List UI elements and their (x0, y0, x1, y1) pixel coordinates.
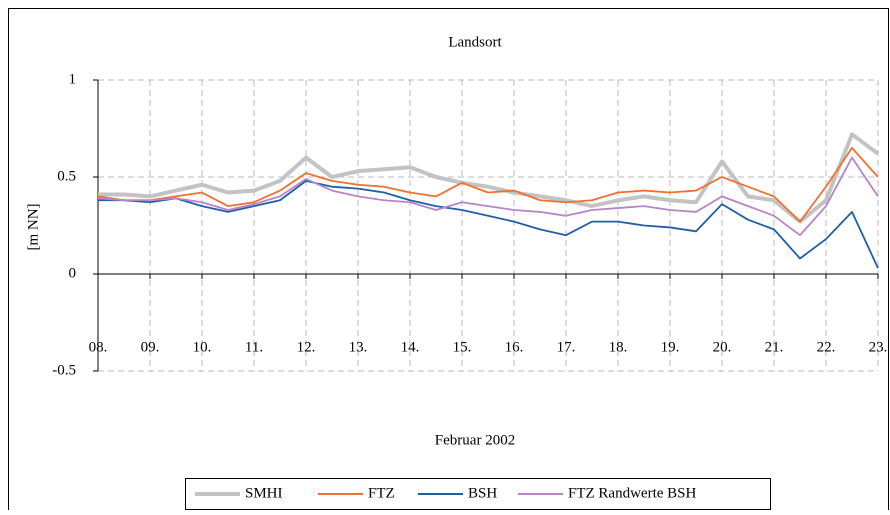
x-tick-label: 12. (297, 339, 316, 355)
y-tick-label: 0 (69, 265, 77, 281)
y-tick-label: -0.5 (52, 362, 76, 378)
x-tick-label: 09. (141, 339, 160, 355)
series-line (97, 156, 879, 237)
frame (8, 8, 889, 510)
x-tick-label: 22. (817, 339, 836, 355)
legend-label: FTZ Randwerte BSH (568, 485, 696, 501)
series-line (98, 132, 880, 224)
legend-label: BSH (468, 485, 497, 501)
x-tick-label: 14. (401, 339, 420, 355)
x-tick-label: 15. (453, 339, 472, 355)
x-tick-label: 17. (557, 339, 576, 355)
x-tick-label: 16. (505, 339, 524, 355)
series-line (98, 179, 879, 269)
x-tick-label: 20. (713, 339, 732, 355)
series-line (97, 147, 879, 223)
x-tick-label: 13. (349, 339, 368, 355)
x-tick-label: 19. (661, 339, 680, 355)
x-tick-label: 10. (193, 339, 212, 355)
x-tick-label: 11. (245, 339, 263, 355)
x-tick-label: 23. (869, 339, 888, 355)
chart-title: Landsort (448, 34, 502, 50)
x-axis-label: Februar 2002 (435, 432, 515, 448)
legend-label: SMHI (245, 485, 283, 501)
x-tick-label: 21. (765, 339, 784, 355)
x-tick-label: 18. (609, 339, 628, 355)
y-tick-label: 0.5 (57, 168, 76, 184)
legend-label: FTZ (368, 485, 395, 501)
y-tick-label: 1 (69, 71, 77, 87)
y-axis-label: [m NN] (25, 203, 41, 250)
